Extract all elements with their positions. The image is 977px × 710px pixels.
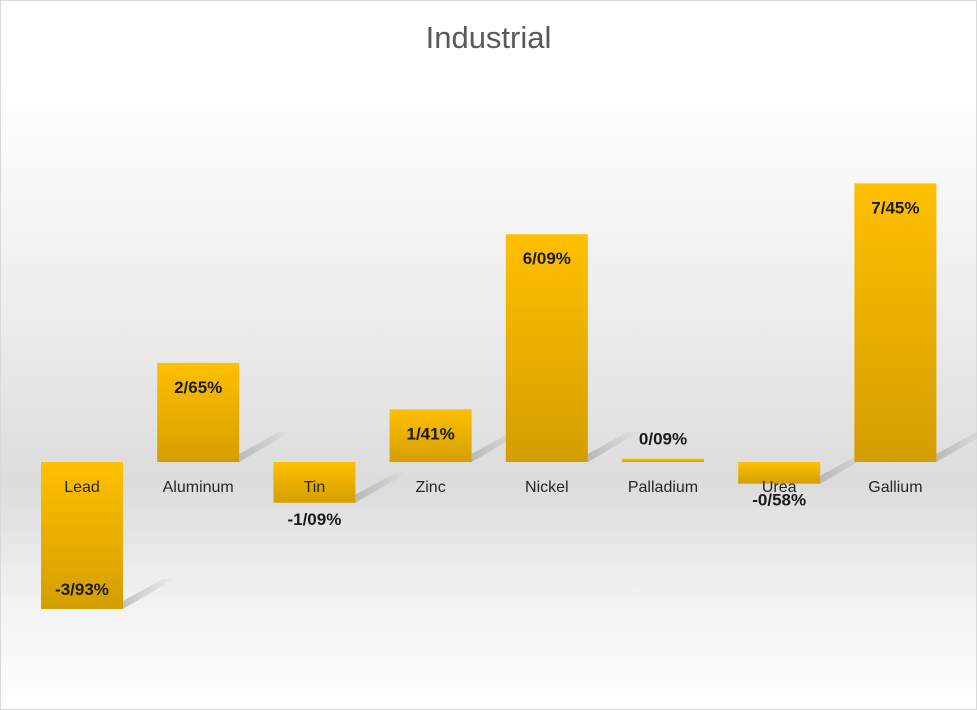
category-label: Nickel bbox=[525, 479, 569, 496]
data-label: -1/09% bbox=[287, 510, 341, 529]
category-label: Aluminum bbox=[163, 479, 234, 496]
bar-shadow bbox=[239, 432, 292, 462]
category-label: Lead bbox=[64, 479, 100, 496]
chart-title: Industrial bbox=[425, 20, 552, 55]
bar-gallium[interactable] bbox=[854, 183, 937, 462]
data-label: -3/93% bbox=[55, 580, 109, 599]
bar-zinc[interactable] bbox=[389, 409, 472, 462]
data-label: 0/09% bbox=[639, 430, 687, 449]
category-label: Palladium bbox=[628, 479, 698, 496]
category-label: Tin bbox=[304, 479, 326, 496]
data-label: 1/41% bbox=[406, 424, 454, 443]
category-label: Zinc bbox=[415, 479, 445, 496]
bar-shadow bbox=[936, 432, 977, 462]
data-label: -0/58% bbox=[752, 491, 806, 510]
bar-palladium[interactable] bbox=[622, 458, 704, 462]
bar-nickel[interactable] bbox=[505, 234, 588, 462]
data-label: 6/09% bbox=[523, 249, 571, 268]
bar-shadow bbox=[355, 472, 408, 503]
bar-shadow bbox=[123, 578, 175, 609]
data-label: 2/65% bbox=[174, 378, 222, 397]
category-label: Gallium bbox=[868, 479, 922, 496]
bar-tin[interactable] bbox=[273, 462, 356, 503]
bar-lead[interactable] bbox=[41, 462, 123, 609]
bar-aluminum[interactable] bbox=[157, 362, 240, 462]
bar-shadow bbox=[587, 432, 640, 462]
category-label: Urea bbox=[762, 479, 797, 496]
bar-urea[interactable] bbox=[738, 462, 821, 484]
data-label: 7/45% bbox=[871, 198, 919, 217]
